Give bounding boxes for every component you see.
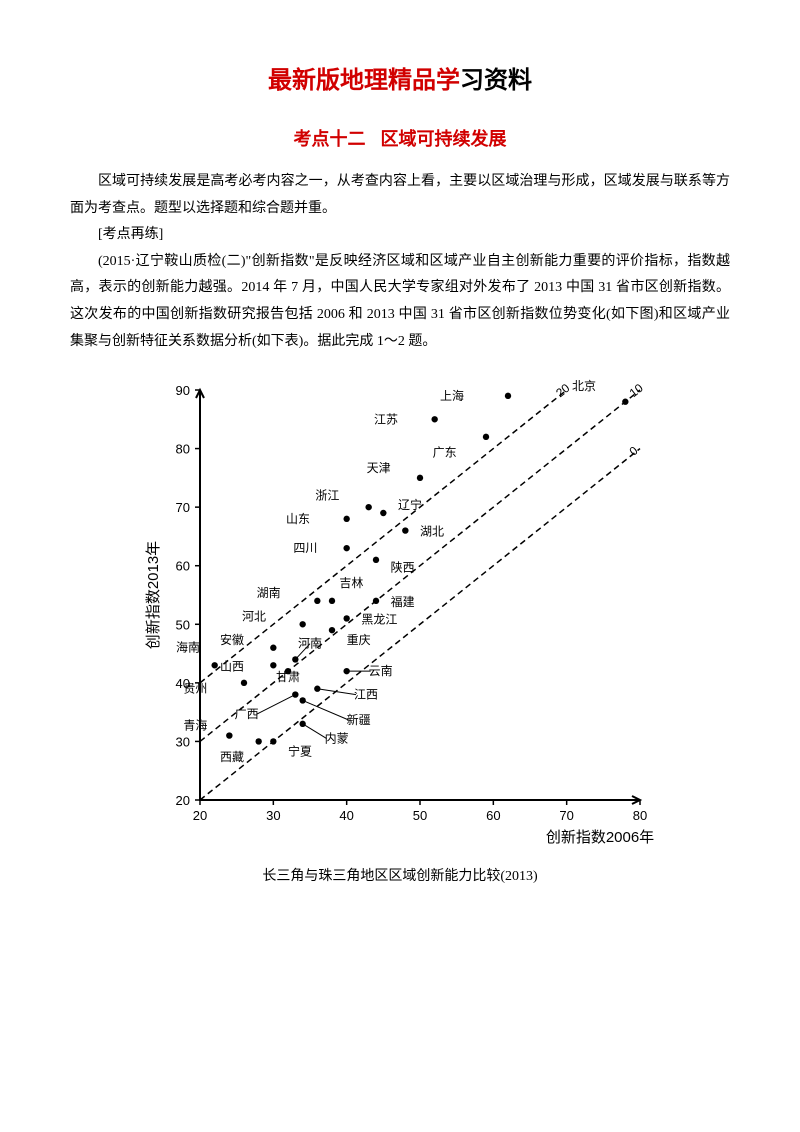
- svg-text:山西: 山西: [220, 659, 244, 673]
- svg-text:北京: 北京: [572, 379, 596, 393]
- svg-text:河南: 河南: [298, 636, 322, 651]
- svg-text:江西: 江西: [354, 688, 378, 702]
- svg-text:四川: 四川: [293, 541, 317, 555]
- svg-text:50: 50: [413, 808, 427, 823]
- intro-paragraph: 区域可持续发展是高考必考内容之一，从考查内容上看，主要以区域治理与形成，区域发展…: [70, 169, 730, 222]
- section-bracket: [考点再练]: [70, 222, 730, 249]
- svg-text:湖北: 湖北: [420, 524, 444, 539]
- svg-text:0: 0: [627, 443, 641, 458]
- svg-text:海南: 海南: [176, 640, 200, 655]
- svg-text:40: 40: [339, 808, 353, 823]
- section-prefix: 考点十二: [293, 129, 365, 149]
- svg-text:陕西: 陕西: [391, 560, 415, 575]
- svg-text:20: 20: [176, 793, 190, 808]
- chart-svg: 203040506070802030405060708090创新指数2006年创…: [140, 370, 660, 850]
- svg-text:20: 20: [553, 381, 572, 400]
- title-prefix: 最新版地理精品学: [268, 67, 460, 94]
- svg-text:80: 80: [176, 442, 190, 457]
- svg-text:宁夏: 宁夏: [288, 743, 312, 758]
- question-paragraph: (2015·辽宁鞍山质检(二)"创新指数"是反映经济区域和区域产业自主创新能力重…: [70, 249, 730, 355]
- svg-text:90: 90: [176, 383, 190, 398]
- page-title: 最新版地理精品学习资料: [70, 60, 730, 95]
- title-suffix: 习资料: [460, 67, 532, 94]
- svg-text:70: 70: [176, 500, 190, 515]
- chart-caption: 长三角与珠三角地区区域创新能力比较(2013): [70, 865, 730, 885]
- svg-text:湖南: 湖南: [257, 585, 281, 600]
- svg-text:西藏: 西藏: [220, 750, 244, 764]
- svg-text:20: 20: [193, 808, 207, 823]
- svg-text:青海: 青海: [183, 718, 207, 733]
- svg-text:广东: 广东: [433, 446, 457, 460]
- section-title: 考点十二 区域可持续发展: [70, 125, 730, 151]
- svg-text:江苏: 江苏: [374, 412, 398, 426]
- svg-text:重庆: 重庆: [347, 633, 371, 647]
- svg-text:云南: 云南: [369, 663, 393, 678]
- svg-text:福建: 福建: [391, 594, 415, 609]
- svg-text:70: 70: [559, 808, 573, 823]
- svg-text:内蒙: 内蒙: [325, 732, 349, 746]
- svg-text:60: 60: [176, 559, 190, 574]
- svg-text:创新指数2006年: 创新指数2006年: [546, 829, 654, 846]
- svg-text:安徽: 安徽: [220, 632, 244, 647]
- svg-text:甘肃: 甘肃: [276, 670, 300, 684]
- section-suffix: 区域可持续发展: [381, 129, 507, 149]
- svg-text:30: 30: [176, 735, 190, 750]
- svg-text:10: 10: [627, 381, 646, 400]
- svg-text:山东: 山东: [286, 512, 310, 526]
- svg-text:吉林: 吉林: [339, 576, 363, 590]
- svg-text:天津: 天津: [367, 461, 391, 475]
- svg-text:30: 30: [266, 808, 280, 823]
- scatter-chart: 203040506070802030405060708090创新指数2006年创…: [140, 370, 660, 850]
- svg-text:80: 80: [633, 808, 647, 823]
- svg-text:河北: 河北: [242, 610, 266, 624]
- svg-text:浙江: 浙江: [315, 488, 339, 502]
- svg-text:上海: 上海: [440, 388, 464, 403]
- svg-text:黑龙江: 黑龙江: [361, 613, 397, 627]
- svg-text:广西: 广西: [235, 707, 259, 721]
- svg-text:贵州: 贵州: [183, 682, 207, 696]
- svg-text:辽宁: 辽宁: [398, 497, 422, 512]
- svg-text:50: 50: [176, 617, 190, 632]
- svg-text:新疆: 新疆: [347, 712, 371, 727]
- svg-text:创新指数2013年: 创新指数2013年: [145, 541, 162, 649]
- svg-text:60: 60: [486, 808, 500, 823]
